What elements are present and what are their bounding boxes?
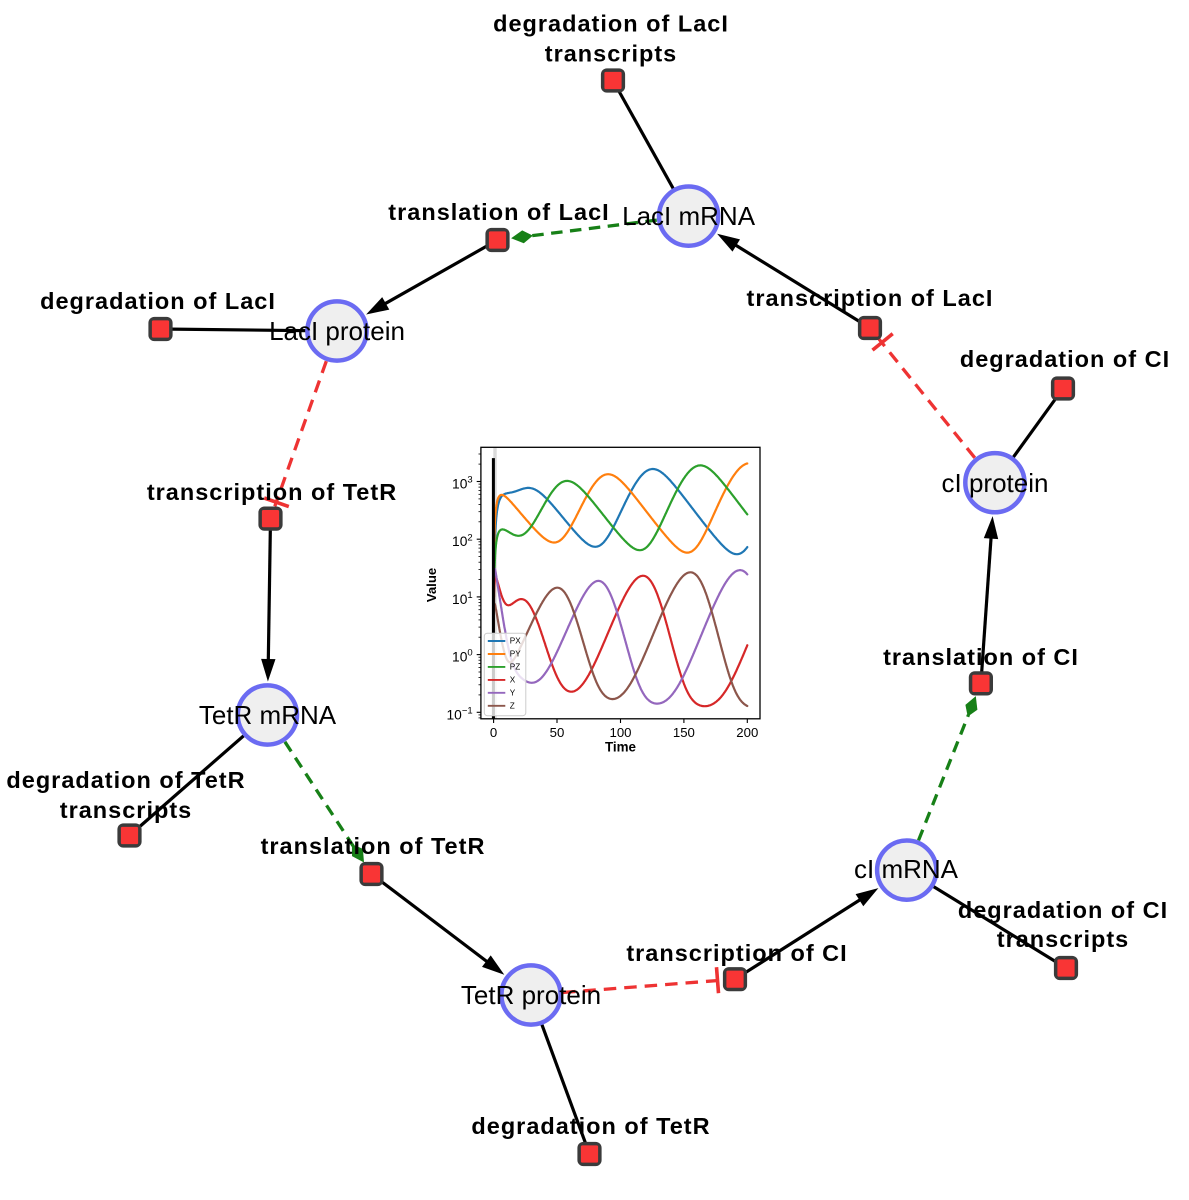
svg-text:PY: PY: [510, 650, 521, 659]
svg-text:transcripts: transcripts: [545, 41, 677, 67]
svg-text:PZ: PZ: [510, 662, 520, 671]
svg-text:degradation of CI: degradation of CI: [958, 897, 1168, 923]
svg-text:TetR protein: TetR protein: [461, 980, 601, 1010]
svg-text:TetR mRNA: TetR mRNA: [199, 700, 337, 730]
svg-text:50: 50: [550, 725, 565, 740]
svg-text:LacI protein: LacI protein: [269, 316, 405, 346]
svg-text:150: 150: [673, 725, 695, 740]
svg-text:translation of TetR: translation of TetR: [261, 833, 486, 859]
svg-text:degradation of TetR: degradation of TetR: [471, 1113, 710, 1139]
svg-text:translation of LacI: translation of LacI: [388, 199, 609, 225]
svg-text:Value: Value: [424, 568, 439, 602]
svg-text:transcription of TetR: transcription of TetR: [147, 479, 397, 505]
svg-text:0: 0: [490, 725, 497, 740]
svg-text:PX: PX: [510, 637, 521, 646]
svg-text:transcription of CI: transcription of CI: [626, 940, 847, 966]
svg-text:X: X: [510, 675, 516, 684]
svg-text:LacI mRNA: LacI mRNA: [622, 201, 756, 231]
svg-text:degradation of CI: degradation of CI: [960, 346, 1170, 372]
svg-text:translation of CI: translation of CI: [883, 644, 1079, 670]
svg-text:cI mRNA: cI mRNA: [854, 854, 959, 884]
svg-text:cI protein: cI protein: [942, 468, 1049, 498]
svg-text:degradation of LacI: degradation of LacI: [493, 11, 729, 37]
svg-text:transcripts: transcripts: [997, 926, 1129, 952]
svg-text:degradation of TetR: degradation of TetR: [6, 767, 245, 793]
svg-text:Y: Y: [510, 688, 516, 697]
svg-text:Time: Time: [605, 740, 636, 755]
svg-text:200: 200: [736, 725, 758, 740]
svg-text:Z: Z: [510, 701, 515, 710]
svg-text:transcripts: transcripts: [60, 797, 192, 823]
svg-text:degradation of LacI: degradation of LacI: [40, 288, 276, 314]
svg-text:100: 100: [609, 725, 631, 740]
svg-text:transcription of LacI: transcription of LacI: [747, 285, 994, 311]
